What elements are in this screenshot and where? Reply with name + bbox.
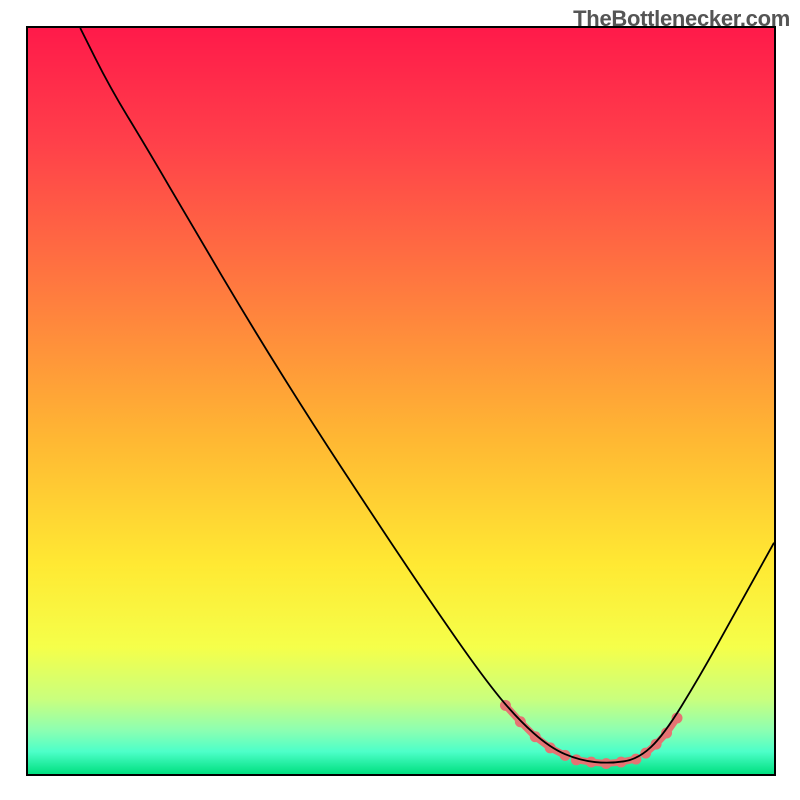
chart-container: TheBottlenecker.com bbox=[0, 0, 800, 800]
bottleneck-curve bbox=[80, 28, 774, 763]
marker-region bbox=[500, 700, 683, 769]
plot-area bbox=[26, 26, 776, 776]
curve-layer bbox=[28, 28, 774, 774]
watermark-text: TheBottlenecker.com bbox=[573, 6, 790, 32]
